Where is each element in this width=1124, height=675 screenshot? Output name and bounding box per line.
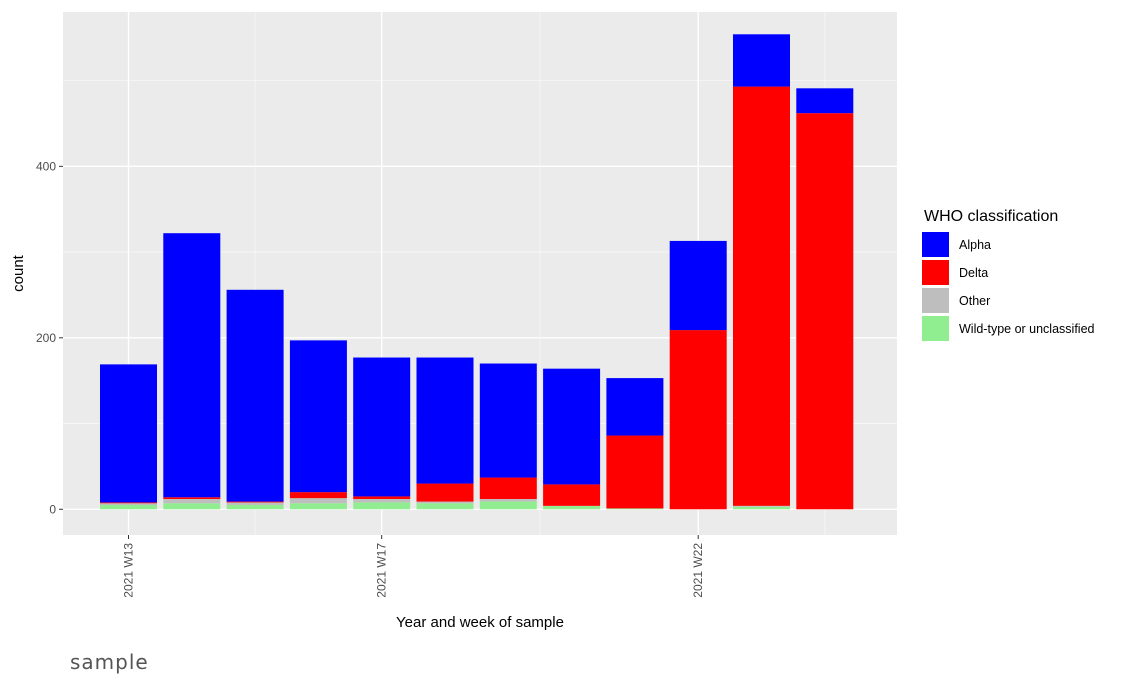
bar-segment xyxy=(733,505,790,507)
bar-segment xyxy=(796,113,854,510)
bar-segment xyxy=(163,503,221,510)
bar-segment xyxy=(479,363,537,478)
bar-segment xyxy=(669,330,727,510)
x-axis: 2021 W13 2021 W17 2021 W22 xyxy=(122,535,705,598)
bar-segment xyxy=(163,498,221,504)
y-tick-label: 200 xyxy=(36,331,56,345)
bar-segment xyxy=(100,364,157,503)
x-axis-title: Year and week of sample xyxy=(396,614,564,631)
bar-segment xyxy=(416,501,474,504)
bar-segment xyxy=(353,502,411,510)
x-tick-label: 2021 W13 xyxy=(122,543,136,598)
bar-segment xyxy=(416,483,474,502)
bar-segment xyxy=(226,504,284,510)
x-tick-label: 2021 W17 xyxy=(375,543,389,598)
bar-segment xyxy=(353,496,411,499)
bar-segment xyxy=(289,503,347,510)
bar-segment xyxy=(543,368,601,485)
bar-segment xyxy=(353,357,411,497)
bar-segment xyxy=(733,86,790,506)
bar-segment xyxy=(479,501,537,510)
legend: WHO classification Alpha Delta Other Wild-t… xyxy=(922,208,1095,341)
legend-swatch xyxy=(922,260,949,285)
legend-label: Alpha xyxy=(959,238,991,252)
bar-segment xyxy=(479,498,537,502)
legend-swatch xyxy=(922,316,949,341)
bar-segment xyxy=(606,378,664,436)
bar-segment xyxy=(543,505,601,510)
bar-segment xyxy=(100,503,157,505)
legend-label: Wild-type or unclassified xyxy=(959,322,1095,336)
legend-label: Delta xyxy=(959,266,988,280)
y-tick-label: 0 xyxy=(49,502,56,516)
bar-segment xyxy=(606,508,664,510)
bar-segment xyxy=(733,506,790,510)
bar-segment xyxy=(226,289,284,502)
bar-segment xyxy=(479,477,537,499)
bar-segment xyxy=(289,340,347,493)
bar-segment xyxy=(289,498,347,504)
bar-segment xyxy=(606,435,664,509)
bar-segment xyxy=(289,492,347,499)
y-axis: 0 200 400 xyxy=(36,159,63,516)
legend-title: WHO classification xyxy=(924,208,1058,225)
bar-segment xyxy=(353,498,411,503)
bar-segment xyxy=(416,357,474,484)
bar-segment xyxy=(100,502,157,504)
bar-segment xyxy=(163,497,221,499)
legend-label: Other xyxy=(959,294,990,308)
caption-text: sample xyxy=(70,650,149,674)
legend-swatch xyxy=(922,232,949,257)
x-tick-label: 2021 W22 xyxy=(691,543,705,598)
bar-segment xyxy=(543,484,601,506)
y-axis-title: count xyxy=(10,254,27,292)
bar-segment xyxy=(226,501,284,503)
bar-segment xyxy=(796,88,854,114)
legend-swatch xyxy=(922,288,949,313)
y-tick-label: 400 xyxy=(36,159,56,173)
bar-segment xyxy=(416,503,474,510)
bars xyxy=(100,34,854,510)
bar-segment xyxy=(100,504,157,510)
bar-segment xyxy=(733,34,790,87)
bar-segment xyxy=(163,233,221,498)
stacked-bar-chart: 0 200 400 2021 W13 2021 W17 2021 W22 count Y… xyxy=(10,12,1095,631)
bar-segment xyxy=(226,502,284,505)
bar-segment xyxy=(669,240,727,331)
